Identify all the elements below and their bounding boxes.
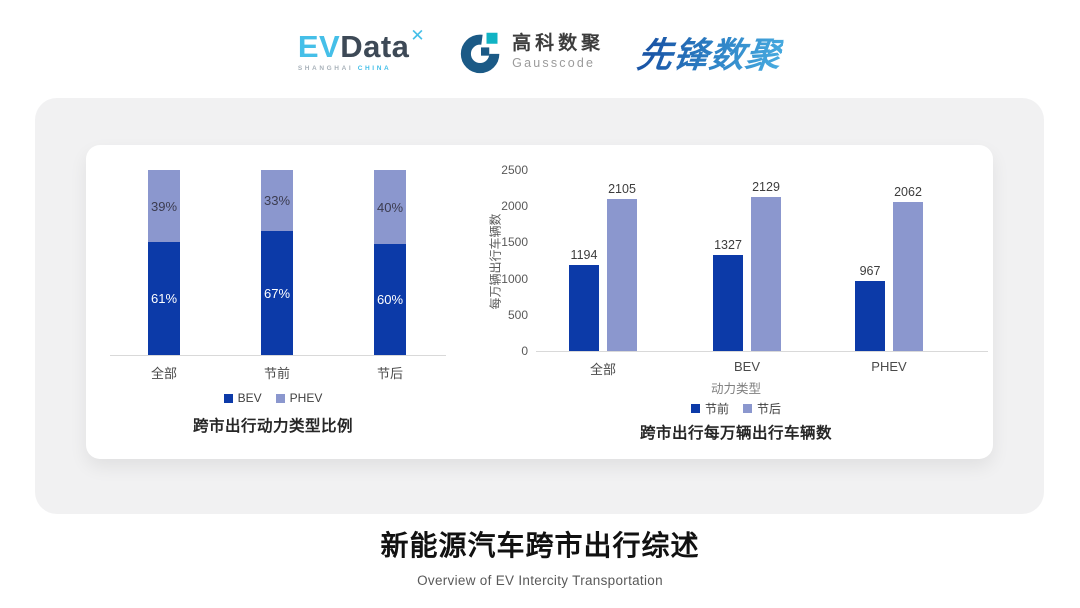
- legend-label: 节后: [757, 402, 782, 416]
- legend-swatch: [275, 393, 285, 403]
- gausscode-wordmark: 高科数聚 Gausscode: [512, 33, 604, 70]
- legend-item: PHEV: [275, 391, 323, 405]
- legend-swatch: [743, 404, 752, 413]
- legend-swatch: [223, 393, 233, 403]
- legend-item: 节后: [743, 400, 781, 417]
- legend-label: 节前: [704, 402, 729, 416]
- bar-segment-BEV: 67%: [261, 231, 293, 355]
- y-tick-label: 1500: [501, 235, 528, 250]
- y-tick-label: 500: [507, 307, 528, 322]
- evdata-data-text: Data: [340, 29, 410, 65]
- chart-title: 跨市出行动力类型比例: [192, 418, 353, 435]
- stacked-bar-节后: 40% 60%: [374, 170, 406, 355]
- evdata-wordmark: EV Data ✕: [297, 27, 425, 65]
- stacked-bar-节前: 33% 67%: [261, 170, 293, 355]
- bar-segment-BEV: 60%: [374, 244, 406, 355]
- evdata-logo: EV Data ✕ SHANGHAI CHINA: [297, 27, 425, 73]
- legend: 节前 节后: [486, 400, 986, 417]
- stacked-bar-全部: 39% 61%: [148, 170, 180, 355]
- bar-segment-PHEV: 39%: [148, 170, 180, 242]
- page-subtitle: Overview of EV Intercity Transportation: [417, 573, 663, 588]
- bar-节前-PHEV: [855, 281, 885, 351]
- bar-segment-PHEV: 40%: [374, 170, 406, 244]
- legend-item: 节前: [690, 400, 729, 417]
- y-tick-label: 1000: [501, 271, 528, 286]
- chart-title: 跨市出行每万辆出行车辆数: [639, 425, 832, 442]
- gausscode-logo: 高科数聚 Gausscode: [459, 30, 604, 74]
- y-tick-label: 2500: [501, 163, 528, 177]
- legend-swatch: [690, 404, 700, 413]
- logo-header: EV Data ✕ SHANGHAI CHINA 高科数聚 Gausscode 先锋…: [0, 16, 1080, 88]
- bar-节前-BEV: [713, 255, 743, 351]
- charts-panel: BEV PHEV 跨市出行动力类型比例 39% 61% 全部 33% 67% 节前 40% 60…: [86, 145, 993, 459]
- category-label: 节前: [263, 366, 290, 381]
- footer: 新能源汽车跨市出行综述 Overview of EV Intercity Tra…: [0, 524, 1080, 588]
- bar-节后-全部: [607, 199, 637, 351]
- evdata-subtitle: SHANGHAI CHINA: [297, 65, 392, 73]
- category-label: 节后: [376, 366, 403, 381]
- legend: BEV PHEV: [86, 391, 460, 405]
- evdata-ev-text: EV: [297, 29, 341, 65]
- grouped-bar-chart: 每万辆出行车辆数 动力类型 节前 节后 跨市出行每万辆出行车辆数 0 500 1000…: [486, 145, 993, 459]
- charts-card: BEV PHEV 跨市出行动力类型比例 39% 61% 全部 33% 67% 节前 40% 60…: [35, 98, 1044, 514]
- value-label: 2062: [894, 185, 922, 199]
- page-title: 新能源汽车跨市出行综述: [380, 530, 700, 561]
- x-axis-line: [110, 355, 446, 356]
- gausscode-cn-text: 高科数聚: [512, 33, 605, 55]
- legend-label: BEV: [237, 391, 262, 405]
- value-label: 1327: [714, 238, 742, 252]
- y-tick-label: 0: [521, 344, 528, 358]
- bar-节前-全部: [569, 265, 599, 351]
- value-label: 2129: [752, 180, 780, 194]
- y-tick-label: 2000: [501, 199, 528, 214]
- x-axis-title: 动力类型: [710, 382, 761, 396]
- stacked-bar-chart: BEV PHEV 跨市出行动力类型比例 39% 61% 全部 33% 67% 节前 40% 60…: [86, 145, 460, 459]
- category-label: PHEV: [871, 359, 907, 374]
- category-label: 全部: [589, 362, 616, 377]
- category-label: BEV: [733, 359, 760, 374]
- value-label: 1194: [570, 248, 598, 262]
- gausscode-g-icon: [460, 32, 500, 74]
- bar-节后-PHEV: [893, 202, 923, 351]
- value-label: 2105: [608, 182, 636, 196]
- x-axis-line: [536, 351, 988, 352]
- pioneer-logo: 先锋数聚: [635, 27, 786, 78]
- value-label: 967: [859, 264, 881, 278]
- bar-segment-PHEV: 33%: [261, 170, 293, 231]
- legend-item: BEV: [223, 391, 262, 405]
- legend-label: PHEV: [289, 391, 323, 405]
- gausscode-en-text: Gausscode: [512, 56, 596, 71]
- bar-节后-BEV: [751, 197, 781, 351]
- category-label: 全部: [150, 366, 177, 381]
- bar-segment-BEV: 61%: [148, 242, 180, 355]
- evdata-spark-icon: ✕: [410, 26, 426, 46]
